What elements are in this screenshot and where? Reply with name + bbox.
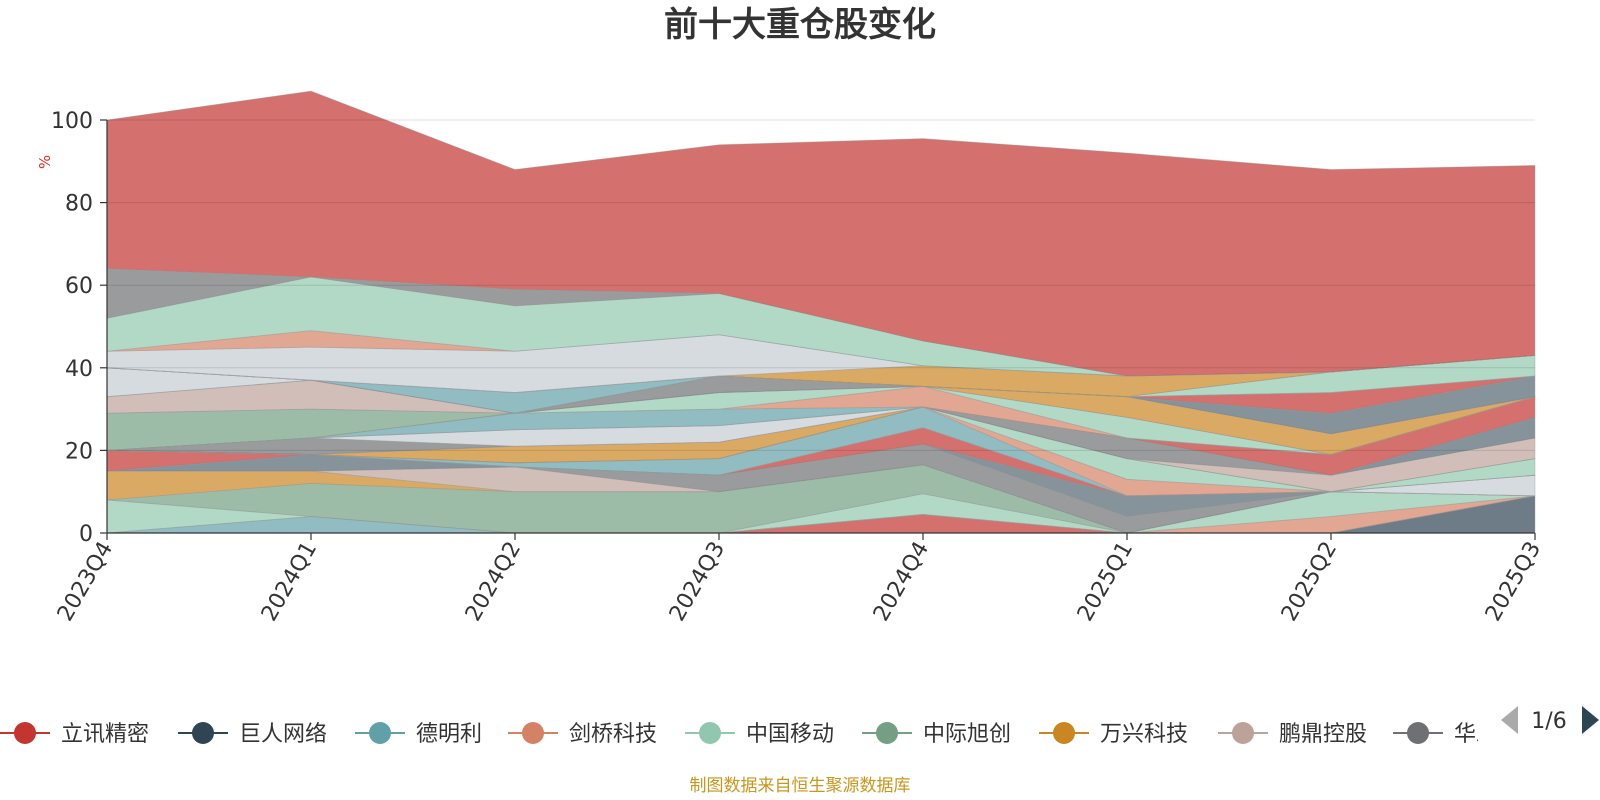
y-tick-label: 40 <box>65 357 93 382</box>
legend[interactable]: 立讯精密 巨人网络 德明利 剑桥科技 中国移动 中际旭创 万兴科技 鹏鼎控股 华工 <box>0 722 1498 747</box>
legend-item[interactable]: 巨人网络 <box>178 722 327 747</box>
legend-marker-icon <box>1407 722 1429 744</box>
legend-marker-icon <box>522 722 544 744</box>
legend-item[interactable]: 鹏鼎控股 <box>1218 722 1367 747</box>
legend-item[interactable]: 万兴科技 <box>1039 722 1188 747</box>
y-tick-label: 0 <box>79 522 93 547</box>
legend-label: 德明利 <box>416 722 482 747</box>
legend-label: 中国移动 <box>746 722 834 747</box>
legend-marker-icon <box>876 722 898 744</box>
legend-item[interactable]: 立讯精密 <box>0 722 149 747</box>
x-tick-label: 2025Q3 <box>1481 538 1546 626</box>
legend-marker-icon <box>369 722 391 744</box>
chart-title: 前十大重仓股变化 <box>664 5 936 45</box>
y-tick-label: 80 <box>65 192 93 217</box>
x-tick-label: 2023Q4 <box>53 538 118 626</box>
y-tick-label: 20 <box>65 439 93 464</box>
grid-lines <box>107 119 1535 451</box>
x-tick-label: 2024Q1 <box>257 538 322 626</box>
legend-marker-icon <box>1053 722 1075 744</box>
x-tick-label: 2025Q2 <box>1277 538 1342 626</box>
legend-items[interactable]: 立讯精密 巨人网络 德明利 剑桥科技 中国移动 中际旭创 万兴科技 鹏鼎控股 华工 <box>0 722 1498 747</box>
legend-prev-page-icon[interactable] <box>1501 706 1518 734</box>
source-note: 制图数据来自恒生聚源数据库 <box>690 776 911 796</box>
y-axis-label: % <box>36 155 54 169</box>
legend-marker-icon <box>14 722 36 744</box>
x-tick-label: 2024Q4 <box>869 538 934 626</box>
legend-item[interactable]: 华工 <box>1393 722 1498 747</box>
y-tick-label: 100 <box>51 109 93 134</box>
legend-item[interactable]: 德明利 <box>355 722 482 747</box>
legend-label: 万兴科技 <box>1100 722 1188 747</box>
legend-item[interactable]: 中际旭创 <box>862 722 1011 747</box>
x-tick-label: 2024Q2 <box>461 538 526 626</box>
legend-next-page-icon[interactable] <box>1582 706 1599 734</box>
legend-pager[interactable]: 1/6 <box>1501 706 1599 734</box>
x-tick-label: 2025Q1 <box>1073 538 1138 626</box>
legend-label: 鹏鼎控股 <box>1279 722 1367 747</box>
legend-label: 华工 <box>1454 722 1498 747</box>
area-series-35 <box>106 354 1536 398</box>
legend-marker-icon <box>1232 722 1254 744</box>
legend-marker-icon <box>192 722 214 744</box>
area-series-group <box>106 90 1536 534</box>
legend-page-indicator: 1/6 <box>1531 709 1566 734</box>
legend-label: 立讯精密 <box>61 722 149 747</box>
legend-label: 巨人网络 <box>239 722 327 747</box>
legend-item[interactable]: 剑桥科技 <box>508 722 657 747</box>
x-tick-label: 2024Q3 <box>665 538 730 626</box>
y-tick-label: 60 <box>65 274 93 299</box>
legend-label: 剑桥科技 <box>569 722 657 747</box>
area-series-42 <box>106 90 1536 377</box>
legend-marker-icon <box>699 722 721 744</box>
legend-label: 中际旭创 <box>923 722 1011 747</box>
legend-item[interactable]: 中国移动 <box>685 722 834 747</box>
